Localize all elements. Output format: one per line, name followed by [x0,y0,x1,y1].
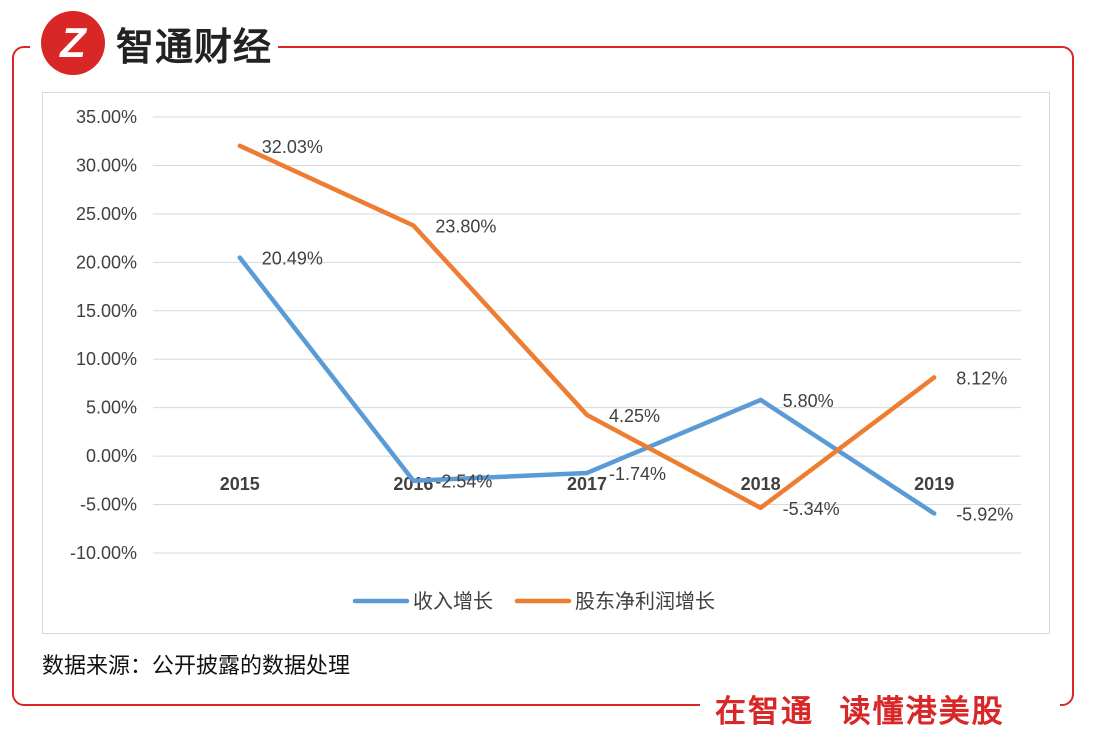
data-label: -2.54% [435,472,492,492]
y-tick-label: 10.00% [76,349,137,369]
legend-label: 股东净利润增长 [575,590,715,613]
legend-label: 收入增长 [413,590,493,613]
data-label: -5.34% [783,499,840,519]
x-tick-label: 2018 [741,474,781,494]
chart-frame [12,46,1074,706]
brand-name: 智通财经 [116,24,273,69]
data-label: 4.25% [609,406,660,426]
data-label: 23.80% [435,217,496,237]
y-tick-label: 35.00% [76,107,137,127]
y-tick-label: 20.00% [76,252,137,272]
data-source-note: 数据来源：公开披露的数据处理 [42,654,351,679]
y-tick-label: 15.00% [76,301,137,321]
y-tick-label: -10.00% [70,543,137,563]
data-label: 32.03% [262,137,323,157]
brand-logo: Z 智通财经 [40,10,272,76]
frame-gap-bottom [700,690,1060,720]
x-tick-label: 2017 [567,474,607,494]
data-label: -5.92% [956,504,1013,524]
slogan: 在智通 读懂港美股 [715,694,1005,730]
line-chart: 35.00% 30.00% 25.00% 20.00% 15.00% 10.00% 5.00… [70,107,1021,613]
y-tick-label: 5.00% [86,398,137,418]
series-line-1 [237,143,937,511]
y-tick-label: 25.00% [76,204,137,224]
data-label: -1.74% [609,464,666,484]
y-tick-label: 0.00% [86,446,137,466]
y-tick-label: -5.00% [80,495,137,515]
series-line-0 [237,255,937,516]
data-label: 5.80% [783,391,834,411]
chart-area: 35.00% 30.00% 25.00% 20.00% 15.00% 10.00% 5.00… [42,92,1050,634]
data-label: 20.49% [262,249,323,269]
logo-glyph: Z [59,19,87,66]
data-label: 8.12% [956,368,1007,388]
y-tick-label: 30.00% [76,155,137,175]
logo-badge-icon: Z [41,11,105,75]
x-tick-label: 2015 [220,474,260,494]
x-tick-label: 2019 [914,474,954,494]
